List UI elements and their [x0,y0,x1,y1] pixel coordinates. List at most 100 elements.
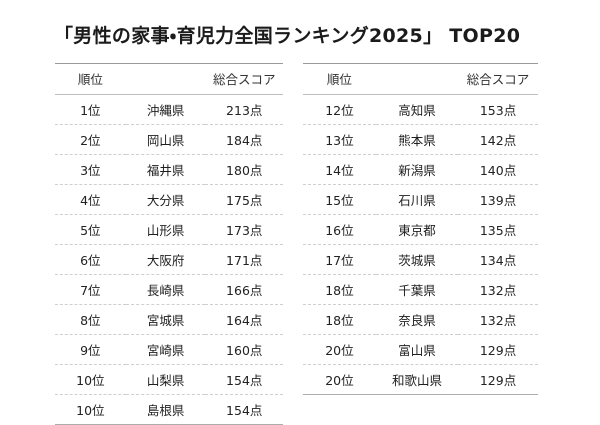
cell-prefecture: 長崎県 [125,274,206,305]
cell-prefecture: 新潟県 [375,154,459,185]
cell-prefecture: 和歌山県 [375,364,459,395]
table-right-body: 12位 高知県 153点 13位 熊本県 142点 14位 新潟県 140点 15位 石川県 139点… [303,94,538,395]
cell-score: 129点 [458,334,538,365]
cell-score: 166点 [205,274,283,305]
cell-rank: 20位 [303,364,376,395]
cell-score: 142点 [458,124,538,155]
column-header-score: 総合スコア [205,63,283,95]
table-row: 6位 大阪府 171点 [55,244,283,275]
cell-rank: 9位 [55,334,126,365]
cell-rank: 3位 [55,154,126,185]
header-row: 順位 総合スコア [303,63,538,95]
cell-prefecture: 宮崎県 [125,334,206,365]
cell-prefecture: 山梨県 [125,364,206,395]
cell-rank: 1位 [55,94,126,125]
table-left-body: 1位 沖縄県 213点 2位 岡山県 184点 3位 福井県 180点 4位 大分県 175点 5位 山形… [55,94,283,425]
table-row: 20位 和歌山県 129点 [303,364,538,395]
table-row: 20位 富山県 129点 [303,334,538,365]
ranking-table-left: 順位 総合スコア 1位 沖縄県 213点 2位 岡山県 184点 3位 福井県 180点 4位 大分… [55,63,283,425]
cell-prefecture: 大阪府 [125,244,206,275]
cell-prefecture: 山形県 [125,214,206,245]
table-row: 10位 山梨県 154点 [55,364,283,395]
cell-score: 154点 [205,394,283,425]
cell-score: 154点 [205,364,283,395]
cell-prefecture: 富山県 [375,334,459,365]
cell-rank: 2位 [55,124,126,155]
table-row: 18位 奈良県 132点 [303,304,538,335]
cell-score: 184点 [205,124,283,155]
cell-rank: 13位 [303,124,376,155]
table-row: 16位 東京都 135点 [303,214,538,245]
cell-score: 171点 [205,244,283,275]
cell-rank: 15位 [303,184,376,215]
cell-prefecture: 岡山県 [125,124,206,155]
column-header-rank: 順位 [55,63,126,95]
table-row: 10位 島根県 154点 [55,394,283,425]
cell-prefecture: 大分県 [125,184,206,215]
cell-rank: 10位 [55,394,126,425]
cell-score: 132点 [458,274,538,305]
cell-prefecture: 東京都 [375,214,459,245]
cell-rank: 4位 [55,184,126,215]
cell-rank: 7位 [55,274,126,305]
column-header-rank: 順位 [303,63,376,95]
cell-rank: 5位 [55,214,126,245]
cell-prefecture: 奈良県 [375,304,459,335]
table-row: 12位 高知県 153点 [303,94,538,125]
cell-rank: 12位 [303,94,376,125]
cell-rank: 16位 [303,214,376,245]
header-row: 順位 総合スコア [55,63,283,95]
column-header-score: 総合スコア [458,63,538,95]
cell-prefecture: 宮城県 [125,304,206,335]
cell-score: 140点 [458,154,538,185]
cell-score: 132点 [458,304,538,335]
table-row: 3位 福井県 180点 [55,154,283,185]
cell-prefecture: 島根県 [125,394,206,425]
table-row: 9位 宮崎県 160点 [55,334,283,365]
cell-prefecture: 福井県 [125,154,206,185]
cell-score: 173点 [205,214,283,245]
cell-score: 164点 [205,304,283,335]
cell-prefecture: 沖縄県 [125,94,206,125]
table-left-header: 順位 総合スコア [55,63,283,95]
cell-prefecture: 千葉県 [375,274,459,305]
table-row: 4位 大分県 175点 [55,184,283,215]
cell-score: 175点 [205,184,283,215]
table-row: 2位 岡山県 184点 [55,124,283,155]
cell-rank: 10位 [55,364,126,395]
cell-rank: 14位 [303,154,376,185]
column-header-prefecture [125,63,206,95]
cell-prefecture: 茨城県 [375,244,459,275]
table-row: 13位 熊本県 142点 [303,124,538,155]
table-row: 17位 茨城県 134点 [303,244,538,275]
cell-rank: 20位 [303,334,376,365]
table-row: 14位 新潟県 140点 [303,154,538,185]
cell-score: 160点 [205,334,283,365]
table-row: 8位 宮城県 164点 [55,304,283,335]
cell-score: 135点 [458,214,538,245]
cell-score: 153点 [458,94,538,125]
cell-score: 134点 [458,244,538,275]
table-right-header: 順位 総合スコア [303,63,538,95]
cell-rank: 8位 [55,304,126,335]
cell-score: 213点 [205,94,283,125]
cell-prefecture: 石川県 [375,184,459,215]
page-title: 「男性の家事・育児力全国ランキング2025」 TOP20 [54,25,521,47]
table-row: 1位 沖縄県 213点 [55,94,283,125]
cell-rank: 18位 [303,304,376,335]
table-row: 7位 長崎県 166点 [55,274,283,305]
cell-rank: 6位 [55,244,126,275]
cell-prefecture: 熊本県 [375,124,459,155]
cell-rank: 17位 [303,244,376,275]
cell-score: 139点 [458,184,538,215]
cell-rank: 18位 [303,274,376,305]
table-row: 15位 石川県 139点 [303,184,538,215]
column-header-prefecture [375,63,459,95]
ranking-table-right: 順位 総合スコア 12位 高知県 153点 13位 熊本県 142点 14位 新潟県 140点 1… [303,63,538,395]
table-row: 18位 千葉県 132点 [303,274,538,305]
table-row: 5位 山形県 173点 [55,214,283,245]
ranking-tables-container: 順位 総合スコア 1位 沖縄県 213点 2位 岡山県 184点 3位 福井県 180点 4位 大分… [0,63,600,425]
cell-score: 180点 [205,154,283,185]
cell-prefecture: 高知県 [375,94,459,125]
cell-score: 129点 [458,364,538,395]
